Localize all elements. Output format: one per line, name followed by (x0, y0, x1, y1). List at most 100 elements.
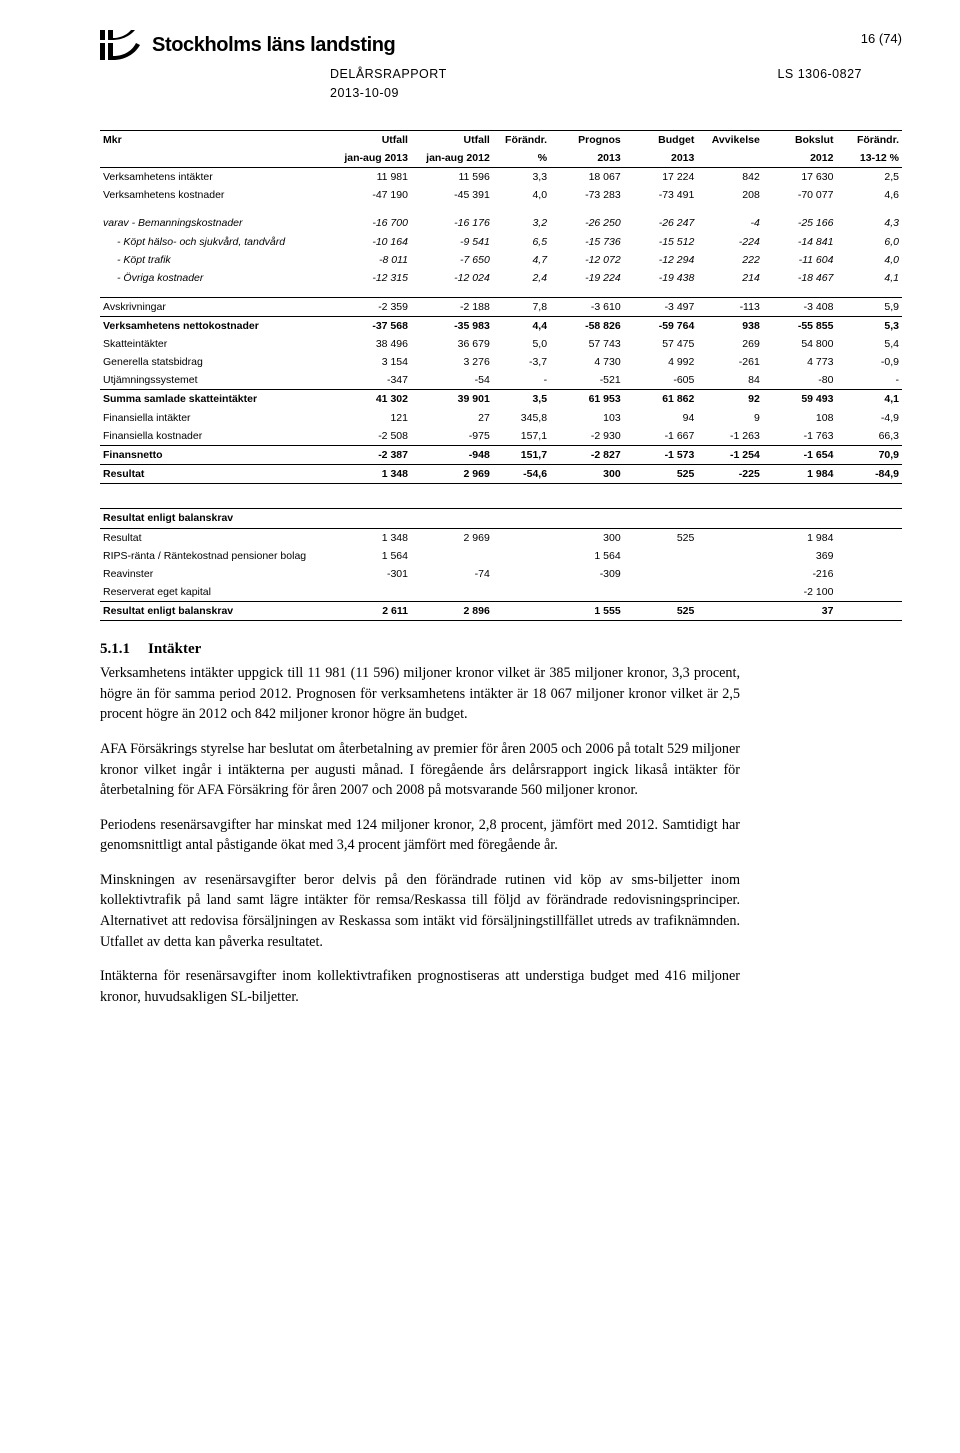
row-value: 2012 (763, 149, 837, 168)
row-value: -3 497 (624, 297, 698, 316)
row-value: 41 302 (329, 390, 411, 409)
row-value: -18 467 (763, 269, 837, 287)
row-value: 4,6 (836, 186, 902, 204)
row-value: 39 901 (411, 390, 493, 409)
row-value: 108 (763, 409, 837, 427)
row-value: -7 650 (411, 251, 493, 269)
row-value: 18 067 (550, 168, 624, 187)
financial-table-balanskrav: Resultat enligt balanskrav Resultat1 348… (100, 508, 902, 621)
row-value: -113 (697, 297, 762, 316)
section-title: Intäkter (148, 641, 201, 657)
row-value: 17 224 (624, 168, 698, 187)
row-value: -301 (329, 565, 411, 583)
row-value: 1 555 (550, 602, 624, 621)
row-value: Budget (624, 130, 698, 149)
row-value: -12 315 (329, 269, 411, 287)
table-row: Finansiella kostnader-2 508-975157,1-2 9… (100, 427, 902, 446)
row-value (697, 149, 762, 168)
row-value: -2 508 (329, 427, 411, 446)
row-value: -3 408 (763, 297, 837, 316)
row-value (329, 287, 411, 297)
row-value: 2 969 (411, 465, 493, 484)
table-row (100, 204, 902, 214)
table-row: Generella statsbidrag3 1543 276-3,74 730… (100, 353, 902, 371)
row-value: -2 827 (550, 446, 624, 465)
row-value (493, 583, 550, 602)
row-label: varav - Bemanningskostnader (100, 214, 329, 232)
row-value: 11 981 (329, 168, 411, 187)
row-label: Generella statsbidrag (100, 353, 329, 371)
row-value (624, 565, 698, 583)
row-label: Reserverat eget kapital (100, 583, 329, 602)
row-value (697, 602, 762, 621)
page-header: Stockholms läns landsting 16 (74) (100, 30, 902, 60)
row-value: 4,0 (493, 186, 550, 204)
sll-logo-icon (100, 30, 144, 60)
row-value: -0,9 (836, 353, 902, 371)
row-value: 57 743 (550, 335, 624, 353)
row-value (697, 287, 762, 297)
row-value: 3,5 (493, 390, 550, 409)
table-row: Verksamhetens nettokostnader-37 568-35 9… (100, 316, 902, 335)
doc-date: 2013-10-09 (100, 85, 902, 102)
row-value: -2 100 (763, 583, 837, 602)
row-value: -4,9 (836, 409, 902, 427)
row-label (100, 149, 329, 168)
row-value (329, 583, 411, 602)
row-value: 1 984 (763, 465, 837, 484)
row-value: 36 679 (411, 335, 493, 353)
row-label: - Övriga kostnader (100, 269, 329, 287)
row-value: -54 (411, 371, 493, 390)
table-row: Avskrivningar-2 359-2 1887,8-3 610-3 497… (100, 297, 902, 316)
row-value: -55 855 (763, 316, 837, 335)
row-value: 300 (550, 528, 624, 547)
row-value: 3,3 (493, 168, 550, 187)
row-value: -26 250 (550, 214, 624, 232)
row-value: 4,7 (493, 251, 550, 269)
row-value: 1 984 (763, 528, 837, 547)
row-value: 6,0 (836, 233, 902, 251)
row-value: Bokslut (763, 130, 837, 149)
row-value: 1 564 (550, 547, 624, 565)
table-row: - Köpt hälso- och sjukvård, tandvård-10 … (100, 233, 902, 251)
row-value: 4,0 (836, 251, 902, 269)
row-value: 525 (624, 465, 698, 484)
table-row: Resultat1 3482 9693005251 984 (100, 528, 902, 547)
row-value: 2,5 (836, 168, 902, 187)
row-value (493, 528, 550, 547)
row-label: Verksamhetens intäkter (100, 168, 329, 187)
page-container: Stockholms läns landsting 16 (74) DELÅRS… (0, 0, 960, 1061)
row-value: 1 348 (329, 528, 411, 547)
row-value: -521 (550, 371, 624, 390)
row-value: -73 491 (624, 186, 698, 204)
row-value: -605 (624, 371, 698, 390)
row-value: 37 (763, 602, 837, 621)
row-value: -225 (697, 465, 762, 484)
row-value: 121 (329, 409, 411, 427)
table-row: Finansiella intäkter12127345,8103949108-… (100, 409, 902, 427)
doc-title: DELÅRSRAPPORT (330, 66, 447, 83)
row-value: -35 983 (411, 316, 493, 335)
row-label: Finansnetto (100, 446, 329, 465)
row-value: 5,3 (836, 316, 902, 335)
row-value (329, 204, 411, 214)
row-value: -15 736 (550, 233, 624, 251)
row-value: -58 826 (550, 316, 624, 335)
row-value: -2 930 (550, 427, 624, 446)
row-value (836, 528, 902, 547)
row-value: -80 (763, 371, 837, 390)
row-label (100, 287, 329, 297)
row-value: 4,3 (836, 214, 902, 232)
row-value: 4 992 (624, 353, 698, 371)
paragraph: Minskningen av resenärsavgifter beror de… (100, 870, 740, 952)
row-value: -8 011 (329, 251, 411, 269)
row-label: RIPS-ränta / Räntekostnad pensioner bola… (100, 547, 329, 565)
row-value (493, 565, 550, 583)
row-value: 103 (550, 409, 624, 427)
document-subheader: DELÅRSRAPPORT LS 1306-0827 (100, 66, 902, 83)
row-value: -975 (411, 427, 493, 446)
row-label: Resultat (100, 465, 329, 484)
table-row: Reavinster-301-74-309-216 (100, 565, 902, 583)
logo-block: Stockholms läns landsting (100, 30, 395, 60)
row-value (624, 287, 698, 297)
